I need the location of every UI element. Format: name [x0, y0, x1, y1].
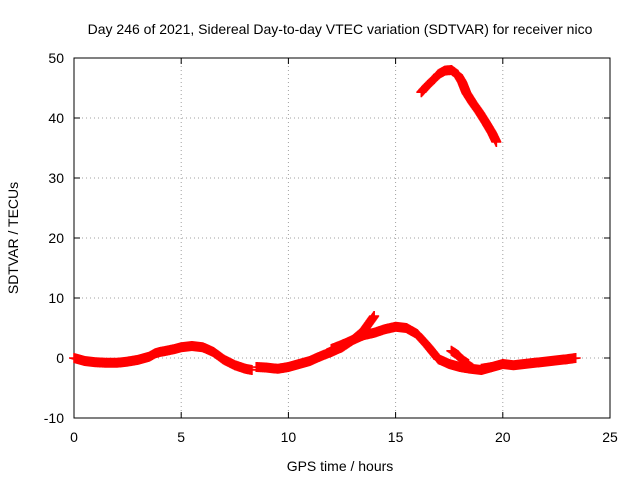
data-point-markers: [326, 321, 498, 375]
series-segment: [69, 341, 257, 375]
y-tick-label: 10: [48, 290, 64, 306]
chart-title: Day 246 of 2021, Sidereal Day-to-day VTE…: [88, 21, 593, 37]
data-point-markers: [476, 353, 581, 374]
data-points: [69, 65, 581, 375]
y-tick-label: 50: [48, 50, 64, 66]
y-tick-label: 0: [56, 350, 64, 366]
y-tick-label: 40: [48, 110, 64, 126]
series-segment: [416, 65, 502, 147]
y-tick-label: 30: [48, 170, 64, 186]
data-point-markers: [69, 341, 257, 375]
y-tick-label: 20: [48, 230, 64, 246]
x-tick-label: 0: [70, 429, 78, 445]
x-tick-label: 25: [602, 429, 618, 445]
data-point-markers: [416, 65, 502, 147]
series-segment: [446, 345, 474, 369]
data-point-markers: [251, 311, 380, 374]
data-point-markers: [446, 345, 474, 369]
y-tick-label: -10: [44, 410, 64, 426]
y-axis-title: SDTVAR / TECUs: [5, 182, 21, 294]
x-tick-label: 10: [281, 429, 297, 445]
series-segment: [476, 353, 581, 374]
series-segment: [251, 311, 380, 374]
grid-lines: [74, 58, 610, 418]
x-axis-title: GPS time / hours: [287, 458, 394, 474]
x-tick-label: 20: [495, 429, 511, 445]
series-segment: [326, 321, 498, 375]
x-tick-label: 15: [388, 429, 404, 445]
x-tick-label: 5: [177, 429, 185, 445]
axis-ticks: 0 5 10 15 20 25 -10 0 10 20 30 40 50: [44, 50, 618, 445]
